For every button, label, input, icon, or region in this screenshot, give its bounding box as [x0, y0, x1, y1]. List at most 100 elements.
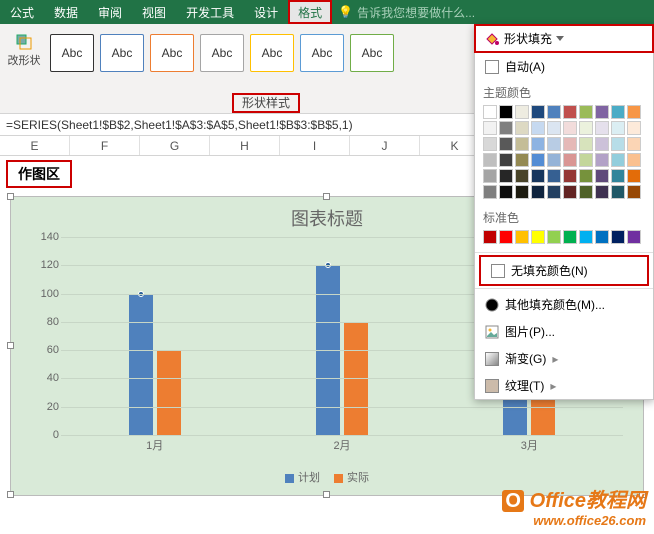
color-swatch[interactable] — [595, 185, 609, 199]
color-swatch[interactable] — [483, 153, 497, 167]
chart-legend[interactable]: 计划实际 — [285, 469, 369, 485]
color-swatch[interactable] — [499, 121, 513, 135]
fill-auto[interactable]: 自动(A) — [475, 53, 653, 80]
color-swatch[interactable] — [563, 230, 577, 244]
color-swatch[interactable] — [579, 230, 593, 244]
column-header[interactable]: G — [140, 136, 210, 155]
color-swatch[interactable] — [579, 137, 593, 151]
color-swatch[interactable] — [499, 230, 513, 244]
color-swatch[interactable] — [563, 137, 577, 151]
column-header[interactable]: E — [0, 136, 70, 155]
tab-数据[interactable]: 数据 — [44, 0, 88, 24]
color-swatch[interactable] — [627, 185, 641, 199]
color-swatch[interactable] — [483, 121, 497, 135]
color-swatch[interactable] — [627, 230, 641, 244]
color-swatch[interactable] — [595, 153, 609, 167]
color-swatch[interactable] — [563, 169, 577, 183]
tab-设计[interactable]: 设计 — [244, 0, 288, 24]
color-swatch[interactable] — [483, 230, 497, 244]
tab-格式[interactable]: 格式 — [288, 0, 332, 24]
column-header[interactable]: H — [210, 136, 280, 155]
color-swatch[interactable] — [547, 153, 561, 167]
gradient-fill-item[interactable]: 渐变(G) ▸ — [475, 345, 653, 372]
shape-style-preset[interactable]: Abc — [350, 34, 394, 72]
theme-color-grid[interactable] — [475, 105, 653, 205]
color-swatch[interactable] — [515, 185, 529, 199]
color-swatch[interactable] — [547, 169, 561, 183]
standard-color-row[interactable] — [475, 230, 653, 250]
color-swatch[interactable] — [611, 121, 625, 135]
color-swatch[interactable] — [611, 169, 625, 183]
color-swatch[interactable] — [531, 121, 545, 135]
tab-视图[interactable]: 视图 — [132, 0, 176, 24]
color-swatch[interactable] — [499, 105, 513, 119]
shape-style-preset[interactable]: Abc — [200, 34, 244, 72]
edit-shape-button[interactable]: 改形状 — [6, 28, 42, 68]
resize-handle[interactable] — [323, 193, 330, 200]
color-swatch[interactable] — [579, 121, 593, 135]
color-swatch[interactable] — [515, 121, 529, 135]
color-swatch[interactable] — [547, 121, 561, 135]
color-swatch[interactable] — [579, 105, 593, 119]
color-swatch[interactable] — [595, 105, 609, 119]
color-swatch[interactable] — [515, 137, 529, 151]
texture-fill-item[interactable]: 纹理(T) ▸ — [475, 372, 653, 399]
color-swatch[interactable] — [627, 137, 641, 151]
color-swatch[interactable] — [627, 153, 641, 167]
color-swatch[interactable] — [627, 169, 641, 183]
column-header[interactable]: J — [350, 136, 420, 155]
color-swatch[interactable] — [499, 169, 513, 183]
legend-item[interactable]: 实际 — [334, 469, 369, 485]
color-swatch[interactable] — [595, 230, 609, 244]
color-swatch[interactable] — [515, 153, 529, 167]
shape-style-gallery[interactable]: AbcAbcAbcAbcAbcAbcAbc — [42, 28, 402, 78]
color-swatch[interactable] — [499, 153, 513, 167]
tab-开发工具[interactable]: 开发工具 — [176, 0, 244, 24]
shape-style-preset[interactable]: Abc — [50, 34, 94, 72]
color-swatch[interactable] — [499, 185, 513, 199]
shape-style-preset[interactable]: Abc — [100, 34, 144, 72]
chart-title[interactable]: 图表标题 — [291, 205, 363, 231]
picture-fill-item[interactable]: 图片(P)... — [475, 318, 653, 345]
shape-style-preset[interactable]: Abc — [150, 34, 194, 72]
more-colors-item[interactable]: 其他填充颜色(M)... — [475, 291, 653, 318]
color-swatch[interactable] — [579, 169, 593, 183]
tab-公式[interactable]: 公式 — [0, 0, 44, 24]
resize-handle[interactable] — [323, 491, 330, 498]
color-swatch[interactable] — [579, 153, 593, 167]
color-swatch[interactable] — [595, 169, 609, 183]
color-swatch[interactable] — [483, 185, 497, 199]
tab-审阅[interactable]: 审阅 — [88, 0, 132, 24]
resize-handle[interactable] — [7, 193, 14, 200]
color-swatch[interactable] — [579, 185, 593, 199]
resize-handle[interactable] — [7, 342, 14, 349]
tell-me[interactable]: 💡告诉我您想要做什么... — [332, 0, 481, 24]
bar-计划[interactable] — [129, 294, 153, 435]
column-header[interactable]: F — [70, 136, 140, 155]
color-swatch[interactable] — [547, 105, 561, 119]
shape-fill-button[interactable]: 形状填充 — [474, 24, 654, 53]
color-swatch[interactable] — [611, 153, 625, 167]
color-swatch[interactable] — [611, 185, 625, 199]
color-swatch[interactable] — [483, 137, 497, 151]
color-swatch[interactable] — [531, 185, 545, 199]
color-swatch[interactable] — [563, 185, 577, 199]
color-swatch[interactable] — [627, 121, 641, 135]
color-swatch[interactable] — [595, 137, 609, 151]
color-swatch[interactable] — [531, 153, 545, 167]
color-swatch[interactable] — [611, 137, 625, 151]
column-header[interactable]: I — [280, 136, 350, 155]
color-swatch[interactable] — [483, 169, 497, 183]
legend-item[interactable]: 计划 — [285, 469, 320, 485]
color-swatch[interactable] — [515, 105, 529, 119]
shape-style-preset[interactable]: Abc — [250, 34, 294, 72]
color-swatch[interactable] — [563, 105, 577, 119]
color-swatch[interactable] — [563, 153, 577, 167]
color-swatch[interactable] — [531, 105, 545, 119]
color-swatch[interactable] — [531, 169, 545, 183]
bar-实际[interactable] — [157, 350, 181, 435]
color-swatch[interactable] — [531, 230, 545, 244]
color-swatch[interactable] — [627, 105, 641, 119]
color-swatch[interactable] — [499, 137, 513, 151]
color-swatch[interactable] — [563, 121, 577, 135]
